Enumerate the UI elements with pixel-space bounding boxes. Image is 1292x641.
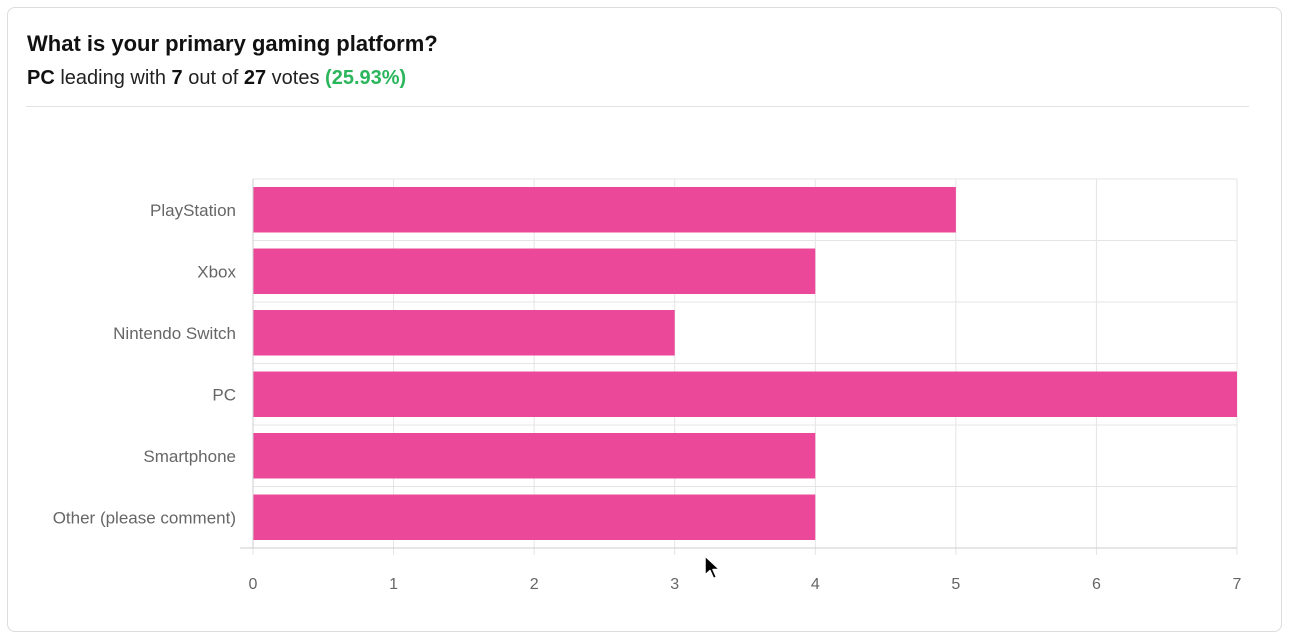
- votes-text: votes: [271, 67, 320, 89]
- bar: [253, 248, 816, 294]
- mouse-pointer-icon: [704, 555, 721, 580]
- x-tick-label: 6: [1092, 576, 1101, 593]
- x-tick-label: 2: [530, 576, 539, 593]
- bar: [253, 371, 1237, 417]
- x-tick-label: 0: [249, 576, 258, 593]
- leader-votes: 7: [171, 67, 183, 89]
- category-label: PlayStation: [150, 201, 236, 220]
- category-label: Other (please comment): [53, 508, 236, 527]
- x-tick-label: 7: [1233, 576, 1242, 593]
- x-tick-label: 3: [670, 576, 679, 593]
- category-label: Xbox: [197, 262, 236, 281]
- category-label: PC: [212, 385, 236, 404]
- out-of-text: out of: [188, 67, 239, 89]
- bar: [253, 310, 675, 356]
- x-tick-label: 4: [811, 576, 820, 593]
- category-label: Nintendo Switch: [113, 324, 236, 343]
- bar: [253, 187, 956, 233]
- x-tick-label: 5: [951, 576, 960, 593]
- x-tick-label: 1: [389, 576, 398, 593]
- leader-name: PC: [27, 67, 55, 89]
- category-label: Smartphone: [143, 447, 236, 466]
- bar: [253, 433, 816, 479]
- leader-percentage: (25.93%): [325, 67, 407, 89]
- poll-title: What is your primary gaming platform?: [27, 31, 438, 56]
- bar: [253, 494, 816, 540]
- total-votes: 27: [243, 67, 267, 89]
- header-divider: [26, 106, 1249, 107]
- leading-text: leading with: [60, 67, 166, 89]
- poll-summary: PC leading with 7 out of 27 votes (25.93…: [27, 67, 406, 90]
